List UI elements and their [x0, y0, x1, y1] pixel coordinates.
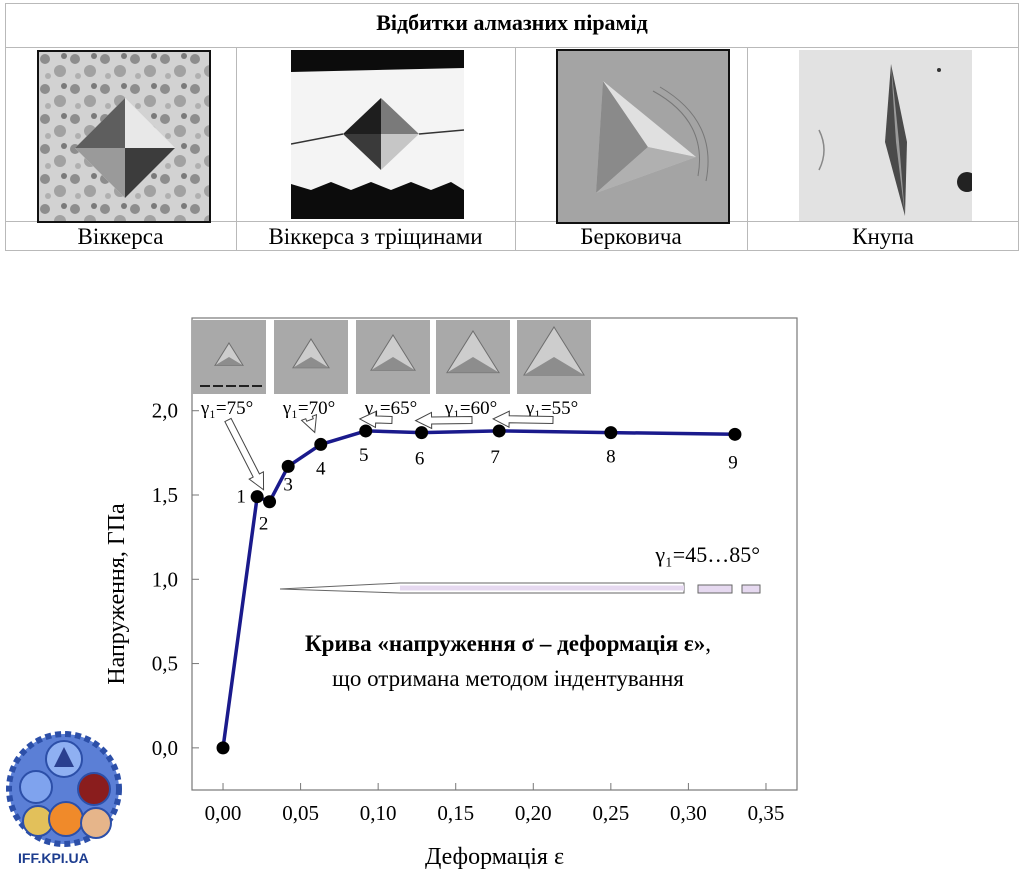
- indent-facet: [447, 357, 499, 373]
- y-tick-label: 0,5: [152, 652, 178, 676]
- x-tick-label: 0,25: [592, 801, 629, 825]
- logo-text: IFF.KPI.UA: [18, 850, 89, 866]
- x-tick-label: 0,30: [670, 801, 707, 825]
- data-point: [314, 437, 328, 451]
- point-label: 5: [359, 445, 369, 466]
- y-tick-label: 1,5: [152, 483, 178, 507]
- range-label: γ₁=45…85°: [654, 542, 760, 567]
- pointer-arrow: [358, 410, 393, 429]
- pointer-arrow: [414, 411, 473, 430]
- x-tick-label: 0,10: [360, 801, 397, 825]
- knoop-indent-image: [799, 50, 972, 221]
- angle-label: γ₁=75°: [200, 398, 253, 419]
- x-axis-label: Деформація ε: [425, 844, 564, 870]
- y-axis-label: Напруження, ГПа: [104, 503, 130, 685]
- range-dash: [741, 584, 761, 594]
- data-point: [250, 490, 264, 504]
- stress-strain-line: [221, 429, 735, 749]
- berkovich-indent-image: [556, 49, 730, 224]
- point-label: 6: [415, 449, 425, 470]
- data-point: [216, 741, 230, 755]
- chart-annotation-line1: Крива «напруження σ – деформація ε»,: [305, 631, 711, 656]
- x-tick-label: 0,15: [437, 801, 474, 825]
- range-arrow-fill: [400, 585, 684, 591]
- pointer-arrow: [300, 413, 318, 434]
- point-label: 1: [236, 487, 246, 508]
- caption-vickers-cracks: Віккерса з тріщинами: [268, 224, 483, 249]
- point-label: 3: [283, 474, 293, 495]
- point-label: 9: [728, 452, 738, 473]
- x-tick-label: 0,05: [282, 801, 319, 825]
- indent-facet: [371, 357, 415, 371]
- indentation-table: Відбитки алмазних пірамід: [5, 3, 1019, 251]
- indent-facet: [215, 357, 243, 366]
- annotation-comma: ,: [705, 631, 711, 656]
- angle-label: γ₁=70°: [282, 398, 335, 419]
- data-point: [492, 424, 506, 438]
- y-tick-label: 2,0: [152, 399, 178, 423]
- data-point: [281, 459, 295, 473]
- vickers-indent-image: [37, 50, 211, 223]
- angle-label: γ₁=55°: [525, 398, 578, 419]
- y-tick-label: 0,0: [152, 736, 178, 760]
- data-point: [359, 424, 373, 438]
- vickers-cracks-image: [291, 50, 464, 219]
- point-label: 7: [490, 447, 500, 468]
- data-point: [263, 495, 277, 509]
- x-tick-label: 0,00: [205, 801, 242, 825]
- indent-facet: [293, 357, 329, 368]
- y-tick-label: 1,0: [152, 567, 178, 591]
- data-point: [604, 426, 618, 440]
- angle-label: γ₁=60°: [444, 398, 497, 419]
- plot-frame: [191, 317, 798, 791]
- x-tick-label: 0,35: [748, 801, 785, 825]
- table-title: Відбитки алмазних пірамід: [376, 10, 648, 35]
- point-label: 2: [259, 514, 269, 535]
- indent-facet: [524, 357, 584, 375]
- angle-label: γ₁=65°: [364, 398, 417, 419]
- data-point: [415, 426, 429, 440]
- caption-berkovich: Берковича: [580, 224, 682, 249]
- point-label: 8: [606, 447, 616, 468]
- caption-knoop: Кнупа: [852, 224, 914, 249]
- point-label: 4: [316, 458, 326, 479]
- range-dash: [697, 584, 733, 594]
- caption-vickers: Віккерса: [77, 224, 164, 249]
- annotation-bold: Крива «напруження σ – деформація ε»: [305, 631, 705, 656]
- x-tick-label: 0,20: [515, 801, 552, 825]
- pointer-arrow: [224, 417, 265, 491]
- pointer-arrow: [492, 410, 554, 429]
- chart-annotation-line2: що отримана методом індентування: [332, 666, 684, 691]
- institute-logo: [6, 731, 122, 847]
- data-point: [728, 427, 742, 441]
